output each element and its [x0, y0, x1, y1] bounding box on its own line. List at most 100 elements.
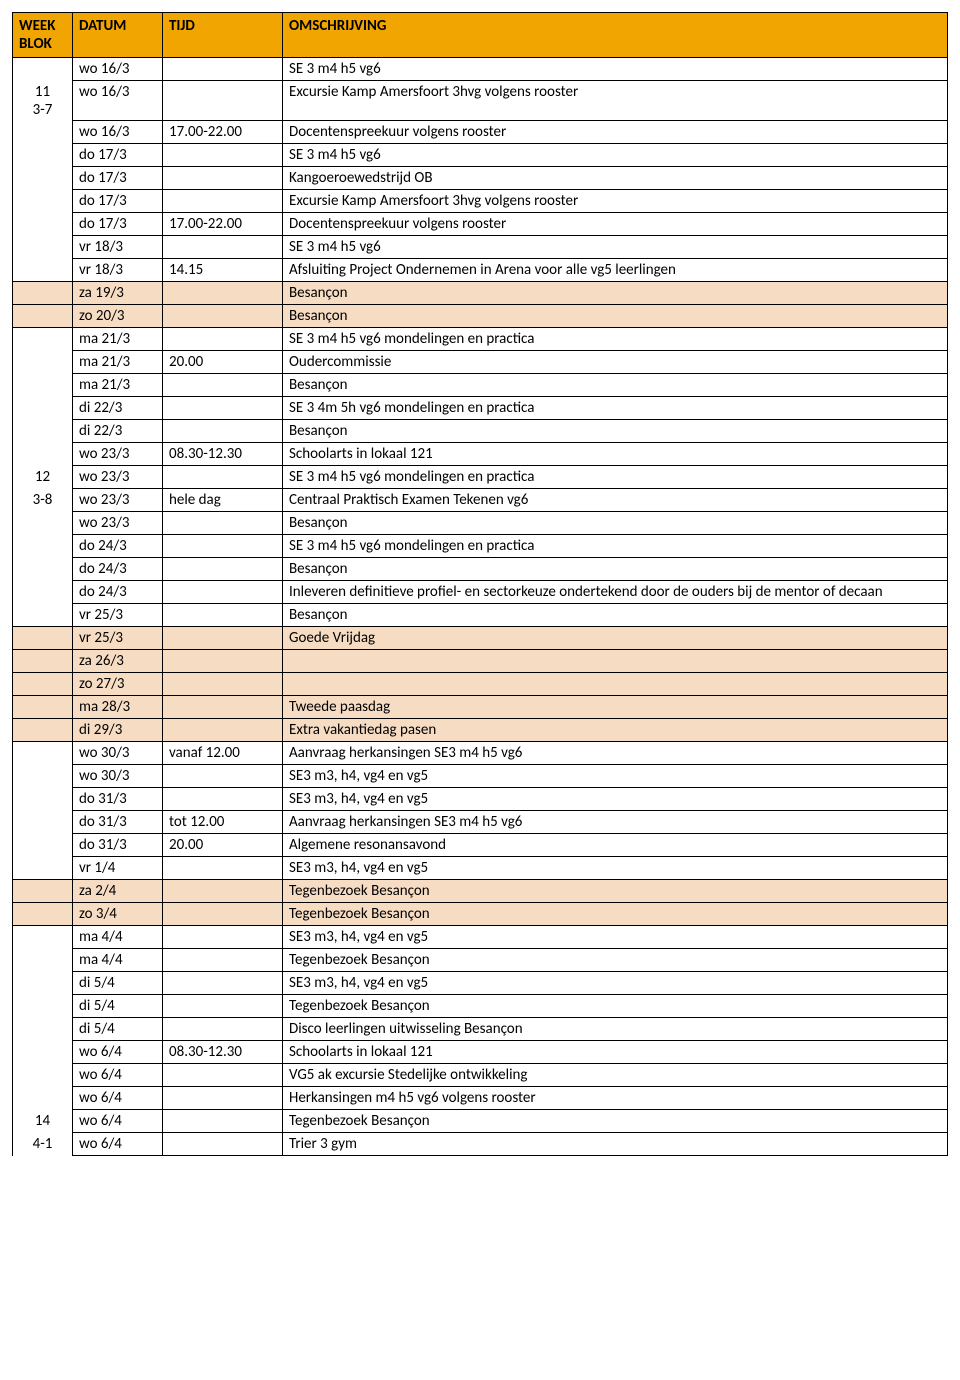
week-blok-cell	[13, 121, 73, 282]
tijd-cell	[163, 765, 283, 788]
table-row: za 19/3 Besançon	[13, 282, 948, 305]
tijd-cell	[163, 328, 283, 351]
datum-cell: wo 6/4	[73, 1133, 163, 1156]
table-row: do 24/3Besançon	[13, 558, 948, 581]
tijd-cell: 14.15	[163, 259, 283, 282]
tijd-cell	[163, 1064, 283, 1087]
datum-cell: do 24/3	[73, 558, 163, 581]
datum-cell: wo 16/3	[73, 81, 163, 121]
datum-cell: ma 4/4	[73, 949, 163, 972]
omschrijving-cell: Algemene resonansavond	[283, 834, 948, 857]
table-row: do 24/3Inleveren definitieve profiel- en…	[13, 581, 948, 604]
table-row: vr 25/3Goede Vrijdag	[13, 627, 948, 650]
tijd-cell: 17.00-22.00	[163, 121, 283, 144]
omschrijving-cell	[283, 673, 948, 696]
table-row: wo 30/3SE3 m3, h4, vg4 en vg5	[13, 765, 948, 788]
tijd-cell	[163, 535, 283, 558]
tijd-cell	[163, 949, 283, 972]
omschrijving-cell: VG5 ak excursie Stedelijke ontwikkeling	[283, 1064, 948, 1087]
tijd-cell: hele dag	[163, 489, 283, 512]
week-blok-cell	[13, 650, 73, 673]
table-row: do 17/3Kangoeroewedstrijd OB	[13, 167, 948, 190]
tijd-cell	[163, 880, 283, 903]
table-row: wo 23/308.30-12.30Schoolarts in lokaal 1…	[13, 443, 948, 466]
week-blok-cell: 3-8	[13, 489, 73, 512]
omschrijving-cell: SE3 m3, h4, vg4 en vg5	[283, 788, 948, 811]
datum-cell: di 22/3	[73, 420, 163, 443]
datum-cell: zo 3/4	[73, 903, 163, 926]
tijd-cell	[163, 857, 283, 880]
week-blok-cell: 14	[13, 1110, 73, 1133]
table-row: wo 16/317.00-22.00Docentenspreekuur volg…	[13, 121, 948, 144]
datum-cell: wo 30/3	[73, 742, 163, 765]
table-row: do 31/3 SE3 m3, h4, vg4 en vg5	[13, 788, 948, 811]
datum-cell: za 19/3	[73, 282, 163, 305]
tijd-cell: 20.00	[163, 351, 283, 374]
datum-cell: do 24/3	[73, 535, 163, 558]
datum-cell: vr 25/3	[73, 627, 163, 650]
datum-cell: wo 16/3	[73, 58, 163, 81]
datum-cell: ma 4/4	[73, 926, 163, 949]
omschrijving-cell: Besançon	[283, 604, 948, 627]
omschrijving-cell: SE 3 m4 h5 vg6	[283, 58, 948, 81]
omschrijving-cell: Besançon	[283, 512, 948, 535]
table-row: 113-7wo 16/3Excursie Kamp Amersfoort 3hv…	[13, 81, 948, 121]
omschrijving-cell: Tegenbezoek Besançon	[283, 880, 948, 903]
table-row: di 29/3Extra vakantiedag pasen	[13, 719, 948, 742]
table-row: 12wo 23/3SE 3 m4 h5 vg6 mondelingen en p…	[13, 466, 948, 489]
datum-cell: vr 18/3	[73, 259, 163, 282]
tijd-cell	[163, 282, 283, 305]
week-blok-cell	[13, 627, 73, 650]
datum-cell: do 17/3	[73, 190, 163, 213]
datum-cell: do 31/3	[73, 811, 163, 834]
datum-cell: wo 23/3	[73, 443, 163, 466]
table-row: di 5/4SE3 m3, h4, vg4 en vg5	[13, 972, 948, 995]
omschrijving-cell: SE3 m3, h4, vg4 en vg5	[283, 765, 948, 788]
table-row: 3-8wo 23/3hele dagCentraal Praktisch Exa…	[13, 489, 948, 512]
datum-cell: wo 23/3	[73, 512, 163, 535]
omschrijving-cell: Besançon	[283, 305, 948, 328]
tijd-cell: vanaf 12.00	[163, 742, 283, 765]
omschrijving-cell: SE 3 m4 h5 vg6	[283, 144, 948, 167]
table-row: ma 28/3Tweede paasdag	[13, 696, 948, 719]
header-week-blok: WEEK BLOK	[13, 13, 73, 58]
datum-cell: ma 21/3	[73, 328, 163, 351]
omschrijving-cell: Tegenbezoek Besançon	[283, 903, 948, 926]
datum-cell: di 22/3	[73, 397, 163, 420]
tijd-cell	[163, 696, 283, 719]
datum-cell: di 5/4	[73, 1018, 163, 1041]
tijd-cell	[163, 420, 283, 443]
omschrijving-cell: SE 3 4m 5h vg6 mondelingen en practica	[283, 397, 948, 420]
tijd-cell	[163, 1110, 283, 1133]
tijd-cell	[163, 512, 283, 535]
datum-cell: do 24/3	[73, 581, 163, 604]
datum-cell: do 17/3	[73, 213, 163, 236]
tijd-cell: 08.30-12.30	[163, 1041, 283, 1064]
table-row: zo 20/3Besançon	[13, 305, 948, 328]
table-row: do 31/3tot 12.00Aanvraag herkansingen SE…	[13, 811, 948, 834]
table-row: do 17/3Excursie Kamp Amersfoort 3hvg vol…	[13, 190, 948, 213]
tijd-cell: 20.00	[163, 834, 283, 857]
tijd-cell	[163, 236, 283, 259]
datum-cell: wo 6/4	[73, 1041, 163, 1064]
tijd-cell: 08.30-12.30	[163, 443, 283, 466]
table-row: ma 21/3Besançon	[13, 374, 948, 397]
week-blok-cell	[13, 880, 73, 903]
omschrijving-cell: Besançon	[283, 282, 948, 305]
header-datum: DATUM	[73, 13, 163, 58]
tijd-cell	[163, 972, 283, 995]
tijd-cell	[163, 1133, 283, 1156]
table-row: do 17/317.00-22.00Docentenspreekuur volg…	[13, 213, 948, 236]
omschrijving-cell: Besançon	[283, 420, 948, 443]
table-row: wo 23/3 Besançon	[13, 512, 948, 535]
table-row: wo 30/3vanaf 12.00Aanvraag herkansingen …	[13, 742, 948, 765]
datum-cell: do 31/3	[73, 788, 163, 811]
omschrijving-cell: Tegenbezoek Besançon	[283, 1110, 948, 1133]
table-row: di 5/4Tegenbezoek Besançon	[13, 995, 948, 1018]
omschrijving-cell: Tegenbezoek Besançon	[283, 995, 948, 1018]
schedule-table: WEEK BLOK DATUM TIJD OMSCHRIJVING wo 16/…	[12, 12, 948, 1156]
omschrijving-cell: Excursie Kamp Amersfoort 3hvg volgens ro…	[283, 81, 948, 121]
tijd-cell	[163, 305, 283, 328]
omschrijving-cell: Extra vakantiedag pasen	[283, 719, 948, 742]
tijd-cell: tot 12.00	[163, 811, 283, 834]
